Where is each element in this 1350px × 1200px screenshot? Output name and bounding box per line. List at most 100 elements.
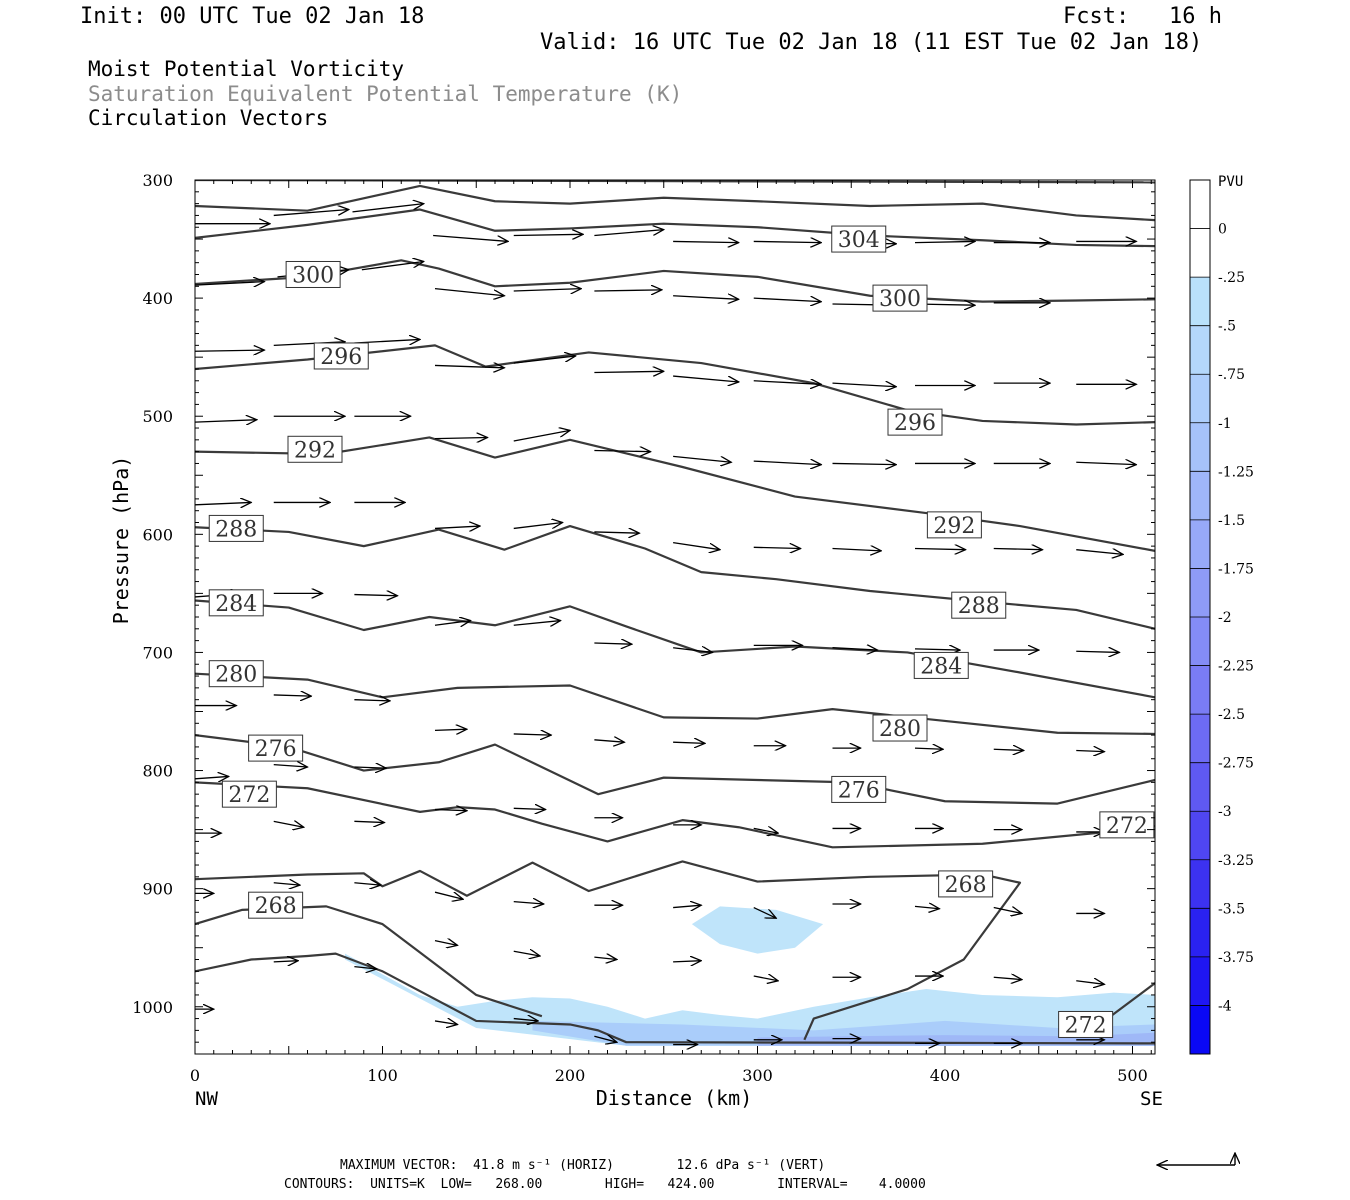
circulation-vector xyxy=(513,902,544,904)
colorbar-swatch xyxy=(1190,908,1210,958)
circulation-vector xyxy=(914,748,943,749)
x-tick-label: 500 xyxy=(1117,1066,1148,1085)
colorbar-swatch xyxy=(1190,422,1210,472)
circulation-vector xyxy=(753,547,801,548)
circulation-vector xyxy=(354,700,390,701)
field-title-pv: Moist Potential Vorticity xyxy=(88,57,405,81)
circulation-vector xyxy=(434,1021,458,1025)
theta-e-contour xyxy=(195,672,1155,736)
x-end-label-left: NW xyxy=(195,1088,218,1110)
theta-e-contour xyxy=(195,208,1155,248)
theta-e-contour xyxy=(195,599,1155,699)
theta-e-contour xyxy=(195,184,1155,222)
circulation-vector xyxy=(195,420,257,422)
y-tick-label: 300 xyxy=(142,171,173,190)
colorbar-label: 0 xyxy=(1218,222,1227,238)
colorbar-swatch xyxy=(1190,665,1210,715)
circulation-vector xyxy=(753,461,822,465)
colorbar-swatch xyxy=(1190,180,1210,230)
circulation-vector xyxy=(993,908,1022,914)
contour-label: 268 xyxy=(255,894,297,919)
colorbar-swatch xyxy=(1190,325,1210,375)
colorbar-label: -1 xyxy=(1218,416,1232,432)
circulation-vector xyxy=(513,1019,538,1021)
y-tick-label: 700 xyxy=(142,643,173,662)
circulation-vector xyxy=(914,649,960,650)
circulation-vector xyxy=(832,383,897,387)
y-axis-label: Pressure (hPa) xyxy=(109,456,133,625)
circulation-vector xyxy=(673,742,705,743)
valid-time: Valid: 16 UTC Tue 02 Jan 18 (11 EST Tue … xyxy=(540,30,1203,55)
contour-label: 276 xyxy=(255,737,297,762)
colorbar-swatch xyxy=(1190,956,1210,1006)
circulation-vector xyxy=(513,523,563,530)
circulation-vector xyxy=(993,977,1022,979)
circulation-vector xyxy=(753,906,777,919)
contour-info: CONTOURS: UNITS=K LOW= 268.00 HIGH= 424.… xyxy=(284,1177,926,1192)
circulation-vector xyxy=(1076,550,1123,555)
y-tick-label: 600 xyxy=(142,525,173,544)
max-vector-info: MAXIMUM VECTOR: 41.8 m s⁻¹ (HORIZ) 12.6 … xyxy=(340,1158,826,1173)
contour-label-box xyxy=(208,660,264,688)
x-tick-label: 0 xyxy=(190,1066,200,1085)
contour-label: 280 xyxy=(215,663,257,688)
circulation-vector xyxy=(273,765,308,767)
circulation-vector xyxy=(195,350,264,351)
contour-label-box xyxy=(221,780,277,808)
circulation-vector xyxy=(273,695,312,696)
colorbar-label: -1.5 xyxy=(1218,513,1245,529)
circulation-vector xyxy=(434,526,480,528)
theta-e-contour xyxy=(195,734,1155,805)
field-title-theta: Saturation Equivalent Potential Temperat… xyxy=(88,82,683,106)
contour-label: 300 xyxy=(879,287,921,312)
x-axis-label: Distance (km) xyxy=(596,1086,753,1110)
contour-label: 272 xyxy=(1106,814,1148,839)
circulation-vector xyxy=(273,883,300,885)
theta-e-contour xyxy=(195,781,1155,849)
contour-label-box xyxy=(831,225,887,253)
circulation-vector xyxy=(513,430,570,442)
circulation-vector xyxy=(673,455,731,462)
circulation-vector xyxy=(513,734,552,735)
colorbar-label: -3 xyxy=(1218,804,1232,820)
circulation-vector xyxy=(513,951,540,956)
y-tick-label: 500 xyxy=(142,407,173,426)
contour-label: 288 xyxy=(215,517,257,542)
circulation-vector xyxy=(753,976,778,981)
circulation-vector xyxy=(673,648,712,653)
circulation-vector xyxy=(753,381,822,385)
contour-label-box xyxy=(831,775,887,803)
contour-label: 304 xyxy=(838,228,880,253)
circulation-vector xyxy=(753,298,822,302)
circulation-vector xyxy=(673,961,701,962)
x-tick-label: 100 xyxy=(367,1066,398,1085)
plot-frame xyxy=(194,179,1156,1055)
contour-label-box xyxy=(287,435,343,463)
colorbar-label: -.25 xyxy=(1218,270,1245,286)
circulation-vector xyxy=(1076,651,1119,652)
circulation-vector xyxy=(352,204,424,213)
theta-e-contour xyxy=(195,344,1155,426)
circulation-vector xyxy=(673,296,739,300)
colorbar-swatch xyxy=(1190,714,1210,764)
circulation-vector xyxy=(832,548,882,550)
circulation-vector xyxy=(273,961,298,962)
circulation-vector xyxy=(354,821,384,822)
circulation-vector xyxy=(434,621,471,626)
circulation-vector xyxy=(513,356,576,364)
circulation-vector xyxy=(673,541,720,550)
y-tick-label: 1000 xyxy=(132,998,173,1017)
colorbar-label: -.5 xyxy=(1218,319,1236,335)
colorbar-label: -3.25 xyxy=(1218,853,1254,869)
circulation-vector xyxy=(753,241,822,242)
field-title-vectors: Circulation Vectors xyxy=(88,106,329,130)
circulation-vector xyxy=(354,967,377,969)
contour-label: 276 xyxy=(838,778,880,803)
circulation-vector xyxy=(354,339,420,343)
circulation-vector xyxy=(354,595,397,596)
forecast-hour: Fcst: 16 h xyxy=(1063,4,1222,29)
pv-shaded-region xyxy=(691,906,824,954)
contour-label-box xyxy=(872,714,928,742)
circulation-vector xyxy=(195,502,251,504)
contour-label-box xyxy=(926,511,982,539)
